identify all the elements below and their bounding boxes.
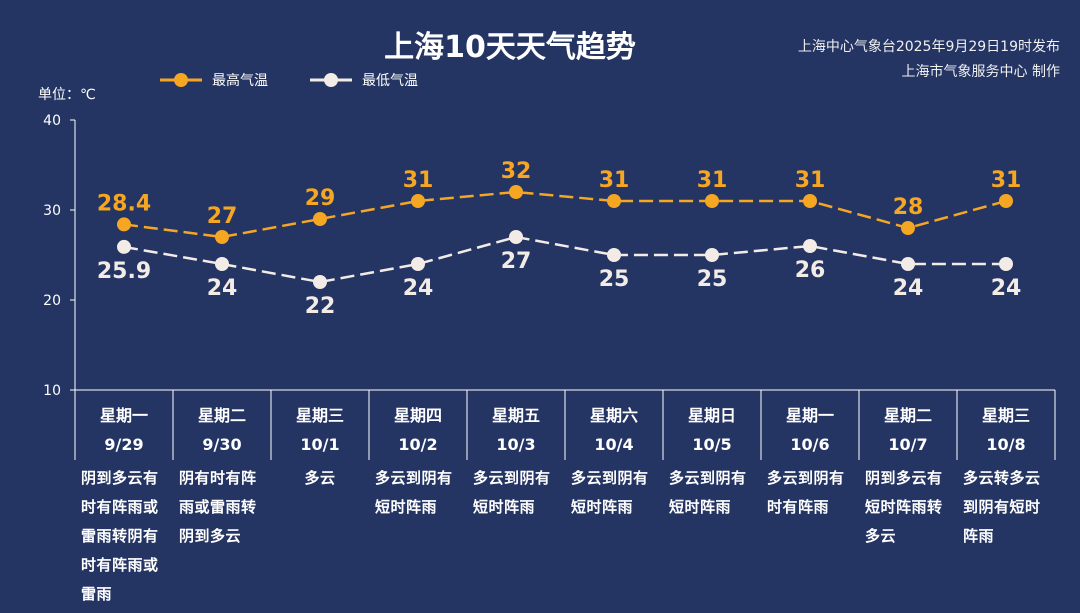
weather-text: 多云 xyxy=(304,469,336,487)
data-point xyxy=(607,194,621,208)
x-tick-date: 10/5 xyxy=(692,435,731,454)
x-tick-weekday: 星期二 xyxy=(198,406,246,425)
weather-text: 多云转多云到阴有短时阵雨 xyxy=(963,469,1041,545)
data-label: 27 xyxy=(501,249,532,274)
data-label: 29 xyxy=(305,186,336,211)
legend-item-low: 最低气温 xyxy=(310,70,418,90)
data-point xyxy=(999,194,1013,208)
y-tick-label: 40 xyxy=(43,113,61,129)
unit-label: 单位：℃ xyxy=(38,87,96,103)
data-label: 26 xyxy=(795,258,826,283)
chart-title: 上海10天天气趋势 xyxy=(384,30,636,65)
data-label: 31 xyxy=(991,168,1022,193)
data-point xyxy=(705,248,719,262)
legend-low-marker-icon xyxy=(310,73,352,87)
y-tick-label: 10 xyxy=(43,383,61,399)
data-point xyxy=(999,257,1013,271)
x-tick-weekday: 星期四 xyxy=(394,406,442,425)
data-label: 31 xyxy=(403,168,434,193)
source-line-1: 上海中心气象台2025年9月29日19时发布 xyxy=(797,39,1060,55)
x-tick-weekday: 星期三 xyxy=(296,406,344,425)
weather-text: 多云到阴有时有阵雨 xyxy=(767,469,845,516)
series-line-high xyxy=(123,190,1007,239)
weather-text: 多云到阴有短时阵雨 xyxy=(473,469,551,516)
data-label: 25 xyxy=(599,267,630,292)
data-label: 22 xyxy=(305,294,336,319)
data-label: 25.9 xyxy=(97,259,151,284)
data-label: 24 xyxy=(991,276,1022,301)
x-tick-date: 10/3 xyxy=(496,435,535,454)
data-label: 24 xyxy=(893,276,924,301)
data-label: 27 xyxy=(207,204,238,229)
weather-text: 多云到阴有短时阵雨 xyxy=(669,469,747,516)
x-tick-weekday: 星期二 xyxy=(884,406,932,425)
x-tick-date: 9/29 xyxy=(104,435,143,454)
legend-low-label: 最低气温 xyxy=(362,73,418,89)
data-label: 28 xyxy=(893,195,924,220)
x-tick-date: 10/1 xyxy=(300,435,339,454)
x-tick-weekday: 星期日 xyxy=(688,406,736,425)
data-label: 24 xyxy=(403,276,434,301)
data-point xyxy=(901,257,915,271)
data-point xyxy=(313,212,327,226)
data-point xyxy=(803,194,817,208)
legend-high-label: 最高气温 xyxy=(212,73,268,89)
data-point xyxy=(803,239,817,253)
y-tick-label: 30 xyxy=(43,203,61,219)
legend-item-high: 最高气温 xyxy=(160,70,268,90)
data-point xyxy=(607,248,621,262)
x-tick-weekday: 星期三 xyxy=(982,406,1030,425)
x-tick-date: 10/7 xyxy=(888,435,927,454)
x-tick-weekday: 星期一 xyxy=(100,406,148,425)
data-label: 31 xyxy=(795,168,826,193)
data-point xyxy=(411,194,425,208)
x-tick-date: 10/6 xyxy=(790,435,829,454)
x-tick-date: 9/30 xyxy=(202,435,241,454)
weather-text: 阴到多云有时有阵雨或雷雨转阴有时有阵雨或雷雨 xyxy=(81,469,159,603)
weather-text: 多云到阴有短时阵雨 xyxy=(375,469,453,516)
weather-text: 多云到阴有短时阵雨 xyxy=(571,469,649,516)
data-label: 31 xyxy=(599,168,630,193)
data-label: 31 xyxy=(697,168,728,193)
data-label: 25 xyxy=(697,267,728,292)
data-point xyxy=(901,221,915,235)
data-point xyxy=(215,230,229,244)
data-point xyxy=(411,257,425,271)
series-line-low xyxy=(123,235,1006,284)
weather-text: 阴到多云有短时阵雨转多云 xyxy=(865,469,943,545)
weather-text: 阴有时有阵雨或雷雨转阴到多云 xyxy=(179,469,257,545)
data-point xyxy=(313,275,327,289)
legend-high-marker-icon xyxy=(160,73,202,87)
source-line-2: 上海市气象服务中心 制作 xyxy=(901,64,1060,80)
x-tick-weekday: 星期六 xyxy=(590,406,638,425)
y-tick-label: 20 xyxy=(43,293,61,309)
x-tick-date: 10/4 xyxy=(594,435,633,454)
x-tick-date: 10/2 xyxy=(398,435,437,454)
data-label: 28.4 xyxy=(97,191,151,216)
x-tick-weekday: 星期一 xyxy=(786,406,834,425)
data-label: 24 xyxy=(207,276,238,301)
data-label: 32 xyxy=(501,159,532,184)
data-point xyxy=(215,257,229,271)
data-point xyxy=(509,230,523,244)
data-point xyxy=(117,217,131,232)
data-point xyxy=(509,185,523,199)
x-tick-date: 10/8 xyxy=(986,435,1025,454)
x-tick-weekday: 星期五 xyxy=(492,406,540,425)
data-point xyxy=(705,194,719,208)
data-point xyxy=(117,239,131,254)
